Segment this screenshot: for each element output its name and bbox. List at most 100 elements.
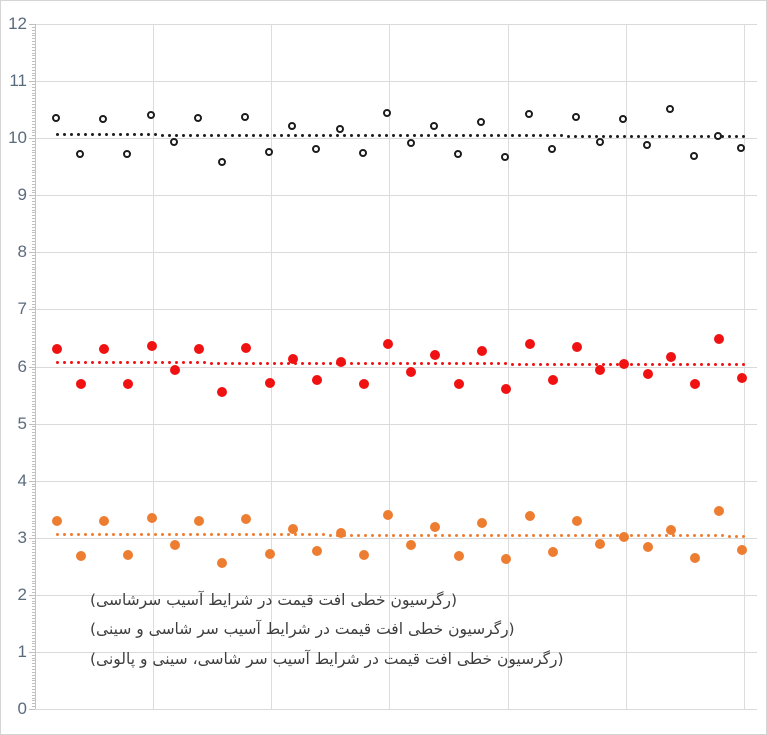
trendline-dot[interactable] xyxy=(433,134,437,138)
trendline-dot[interactable] xyxy=(160,361,164,365)
trendline-dot[interactable] xyxy=(741,134,745,138)
trendline-dot[interactable] xyxy=(251,533,255,537)
trendline-dot[interactable] xyxy=(398,362,402,366)
data-point[interactable] xyxy=(666,525,677,536)
data-point[interactable] xyxy=(264,548,275,559)
data-point[interactable] xyxy=(642,140,651,149)
data-point[interactable] xyxy=(193,343,204,354)
trendline-dot[interactable] xyxy=(685,534,689,538)
trendline-dot[interactable] xyxy=(664,134,668,138)
trendline-dot[interactable] xyxy=(580,534,584,538)
data-point[interactable] xyxy=(571,112,580,121)
trendline-dot[interactable] xyxy=(237,533,241,537)
trendline-dot[interactable] xyxy=(440,362,444,366)
trendline-dot[interactable] xyxy=(615,134,619,138)
trendline-dot[interactable] xyxy=(412,533,416,537)
trendline-dot[interactable] xyxy=(601,534,605,538)
trendline-dot[interactable] xyxy=(279,133,283,137)
trendline-dot[interactable] xyxy=(594,534,598,538)
trendline-dot[interactable] xyxy=(118,133,122,137)
trendline-dot[interactable] xyxy=(517,134,521,138)
trendline-dot[interactable] xyxy=(307,361,311,365)
trendline-dot[interactable] xyxy=(300,361,304,365)
trendline-dot[interactable] xyxy=(524,134,528,138)
data-point[interactable] xyxy=(146,111,155,119)
data-point[interactable] xyxy=(430,522,441,533)
trendline-dot[interactable] xyxy=(76,133,80,137)
data-point[interactable] xyxy=(737,144,746,153)
trendline-dot[interactable] xyxy=(650,134,654,138)
data-point[interactable] xyxy=(571,342,582,353)
trendline-dot[interactable] xyxy=(209,133,213,137)
data-point[interactable] xyxy=(453,150,462,159)
data-point[interactable] xyxy=(666,104,675,113)
trendline-dot[interactable] xyxy=(391,134,395,138)
trendline-dot[interactable] xyxy=(139,133,143,137)
trendline-dot[interactable] xyxy=(167,533,171,537)
trendline-dot[interactable] xyxy=(62,133,66,137)
trendline-dot[interactable] xyxy=(90,361,94,365)
legend-item[interactable]: (رگرسیون خطی افت قیمت در شرایط آسیب سر ش… xyxy=(86,648,564,670)
trendline-dot[interactable] xyxy=(580,362,584,366)
trendline-dot[interactable] xyxy=(510,533,514,537)
trendline-dot[interactable] xyxy=(209,533,213,537)
trendline-dot[interactable] xyxy=(692,134,696,138)
trendline-dot[interactable] xyxy=(258,133,262,137)
data-point[interactable] xyxy=(335,356,346,367)
trendline-dot[interactable] xyxy=(405,362,409,366)
trendline-dot[interactable] xyxy=(517,533,521,537)
trendline-dot[interactable] xyxy=(545,134,549,138)
trendline-dot[interactable] xyxy=(118,361,122,365)
data-point[interactable] xyxy=(146,512,157,523)
trendline-dot[interactable] xyxy=(615,534,619,538)
trendline-dot[interactable] xyxy=(622,134,626,138)
trendline-dot[interactable] xyxy=(62,361,66,365)
trendline-dot[interactable] xyxy=(363,533,367,537)
data-point[interactable] xyxy=(122,378,133,389)
trendline-dot[interactable] xyxy=(454,362,458,366)
trendline-dot[interactable] xyxy=(538,534,542,538)
data-point[interactable] xyxy=(477,117,486,126)
trendline-dot[interactable] xyxy=(552,534,556,538)
trendline-dot[interactable] xyxy=(90,133,94,137)
trendline-dot[interactable] xyxy=(251,133,255,137)
trendline-dot[interactable] xyxy=(356,133,360,137)
trendline-dot[interactable] xyxy=(272,533,276,537)
trendline-dot[interactable] xyxy=(678,363,682,367)
trendline-dot[interactable] xyxy=(412,134,416,138)
trendline-dot[interactable] xyxy=(671,534,675,538)
trendline-dot[interactable] xyxy=(265,533,269,537)
trendline-dot[interactable] xyxy=(419,533,423,537)
trendline-dot[interactable] xyxy=(62,532,66,536)
trendline-dot[interactable] xyxy=(629,534,633,538)
data-point[interactable] xyxy=(548,145,557,154)
trendline-dot[interactable] xyxy=(573,534,577,538)
data-point[interactable] xyxy=(524,338,535,349)
trendline-dot[interactable] xyxy=(566,534,570,538)
trendline-dot[interactable] xyxy=(573,134,577,138)
data-point[interactable] xyxy=(99,115,108,123)
data-point[interactable] xyxy=(382,339,393,350)
trendline-dot[interactable] xyxy=(293,533,297,537)
trendline-dot[interactable] xyxy=(314,533,318,537)
data-point[interactable] xyxy=(713,505,724,516)
data-point[interactable] xyxy=(501,153,510,162)
trendline-dot[interactable] xyxy=(503,533,507,537)
trendline-dot[interactable] xyxy=(321,533,325,537)
trendline-dot[interactable] xyxy=(300,133,304,137)
trendline-dot[interactable] xyxy=(587,134,591,138)
trendline-dot[interactable] xyxy=(419,362,423,366)
trendline-dot[interactable] xyxy=(461,134,465,138)
trendline-dot[interactable] xyxy=(69,133,73,137)
trendline-dot[interactable] xyxy=(223,133,227,137)
trendline-dot[interactable] xyxy=(608,134,612,138)
data-point[interactable] xyxy=(288,524,299,535)
trendline-dot[interactable] xyxy=(118,532,122,536)
trendline-dot[interactable] xyxy=(265,133,269,137)
trendline-dot[interactable] xyxy=(503,134,507,138)
trendline-dot[interactable] xyxy=(321,133,325,137)
trendline-dot[interactable] xyxy=(482,134,486,138)
trendline-dot[interactable] xyxy=(202,533,206,537)
trendline-dot[interactable] xyxy=(482,533,486,537)
data-point[interactable] xyxy=(217,558,228,569)
